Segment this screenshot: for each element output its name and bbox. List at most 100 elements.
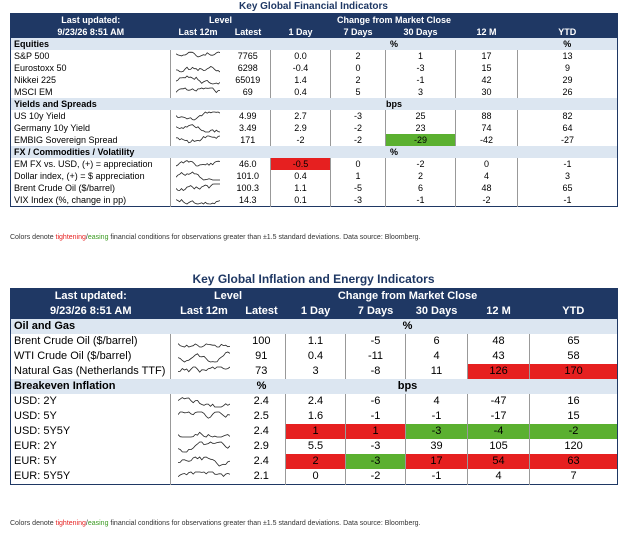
m12-value: 0 <box>455 158 518 170</box>
sparkline-icon <box>176 160 221 167</box>
latest-value: 7765 <box>237 51 258 61</box>
d1-value: 0.0 <box>270 50 331 62</box>
ytd-value: 16 <box>529 394 618 409</box>
ytd-value: 63 <box>529 454 618 469</box>
d30-value: 23 <box>385 122 456 134</box>
sparkline-icon <box>176 75 221 85</box>
sparkline-icon <box>176 183 221 192</box>
d30-value: -29 <box>385 134 456 146</box>
d1-value: 1 <box>285 424 346 439</box>
latest-value: 101.0 <box>236 171 260 181</box>
sparkline <box>170 394 238 409</box>
section-spacer <box>529 319 618 334</box>
d7-value: 0 <box>330 158 386 170</box>
table2-title: Key Global Inflation and Energy Indicato… <box>192 272 435 286</box>
row-label: Germany 10y Yield <box>14 123 91 133</box>
d30-value: 1 <box>385 50 456 62</box>
d7-value: 2 <box>330 74 386 86</box>
d30-value: 17 <box>405 454 468 469</box>
table-row: Natural Gas (Netherlands TTF) 73 3 -8 11 126 1… <box>11 364 618 379</box>
d1-value: 1.4 <box>270 74 331 86</box>
d7-header: 7 Days <box>330 26 386 38</box>
table-row: Nikkei 225 65019 1.4 2 -1 42 29 <box>11 74 618 86</box>
ytd-value: 7 <box>529 469 618 485</box>
latest-value: 2.4 <box>253 425 269 437</box>
table-row: WTI Crude Oil ($/barrel) 91 0.4 -11 4 43 58 <box>11 349 618 364</box>
sparkline-icon <box>176 124 221 133</box>
d1-value: 0.4 <box>270 170 331 182</box>
section-ytd-unit: % <box>517 38 618 50</box>
d30-value: 6 <box>385 182 456 194</box>
latest-value: 2.9 <box>253 440 269 452</box>
row-label: US 10y Yield <box>14 111 66 121</box>
latest-value: 2.1 <box>253 470 269 482</box>
row-label: USD: 2Y <box>14 395 57 407</box>
ytd-value: 29 <box>517 74 618 86</box>
row-label: USD: 5Y5Y <box>14 425 71 437</box>
ytd-value: 120 <box>529 439 618 454</box>
m12-value: 126 <box>467 364 530 379</box>
sparkline-icon <box>178 342 231 347</box>
m12-value: 105 <box>467 439 530 454</box>
m12-value: -17 <box>467 409 530 424</box>
ytd-value: 9 <box>517 62 618 74</box>
sparkline <box>170 182 226 194</box>
sparkline-icon <box>178 351 231 362</box>
ytd-value: 15 <box>529 409 618 424</box>
section-name: Oil and Gas <box>10 319 171 334</box>
latest-header: Latest <box>237 304 286 319</box>
m12-value: 15 <box>455 62 518 74</box>
d30-value: 11 <box>405 364 468 379</box>
sparkline-icon <box>176 111 221 121</box>
d30-value: -1 <box>385 74 456 86</box>
m12-value: -42 <box>455 134 518 146</box>
d30-value: 4 <box>405 349 468 364</box>
d30-value: 6 <box>405 334 468 349</box>
last-updated-label: Last updated: <box>10 13 171 26</box>
row-label: Eurostoxx 50 <box>14 63 67 73</box>
sparkline-icon <box>176 66 221 73</box>
row-label: USD: 5Y <box>14 410 57 422</box>
ytd-header: YTD <box>529 304 618 319</box>
d30-header: 30 Days <box>405 304 468 319</box>
section-spacer <box>170 379 238 394</box>
m12-value: 88 <box>455 110 518 122</box>
last-updated-date: 9/23/26 8:51 AM <box>10 26 171 38</box>
m12-header: 12 M <box>455 26 518 38</box>
m12-value: 42 <box>455 74 518 86</box>
table-row: US 10y Yield 4.99 2.7 -3 25 88 82 <box>11 110 618 122</box>
d1-value: 2.4 <box>285 394 346 409</box>
row-label: S&P 500 <box>14 51 50 61</box>
m12-value: 17 <box>455 50 518 62</box>
sparkline <box>170 349 238 364</box>
last12m-header: Last 12m <box>170 26 226 38</box>
d7-value: 0 <box>330 62 386 74</box>
d7-value: -5 <box>330 182 386 194</box>
section-unit: bps <box>285 379 530 394</box>
financial-indicators-table: Last updated: Level Change from Market Clo… <box>10 13 619 207</box>
sparkline <box>170 86 226 98</box>
last12m-header: Last 12m <box>170 304 238 319</box>
section-unit: % <box>270 38 518 50</box>
ytd-value: -2 <box>529 424 618 439</box>
ytd-value: -27 <box>517 134 618 146</box>
d1-value: -0.5 <box>270 158 331 170</box>
sparkline-icon <box>178 441 231 452</box>
d1-value: 0.4 <box>285 349 346 364</box>
d1-value: 0.1 <box>270 194 331 207</box>
ytd-value: 65 <box>529 334 618 349</box>
latest-value: 171 <box>240 135 256 145</box>
section-name: FX / Commodities / Volatility <box>10 146 271 158</box>
last-updated-label: Last updated: <box>10 288 171 304</box>
section-unit: % <box>285 319 530 334</box>
section-row: Oil and Gas% <box>10 319 618 334</box>
table-row: Dollar index, (+) = $ appreciation 101.0 0… <box>11 170 618 182</box>
d30-value: -1 <box>405 469 468 485</box>
section-unit: % <box>270 146 518 158</box>
d30-value: -1 <box>405 409 468 424</box>
ytd-value: 170 <box>529 364 618 379</box>
sparkline-icon <box>176 135 221 144</box>
change-header: Change from Market Close <box>270 13 518 26</box>
sparkline <box>170 469 238 485</box>
latest-value: 2.4 <box>253 395 269 407</box>
